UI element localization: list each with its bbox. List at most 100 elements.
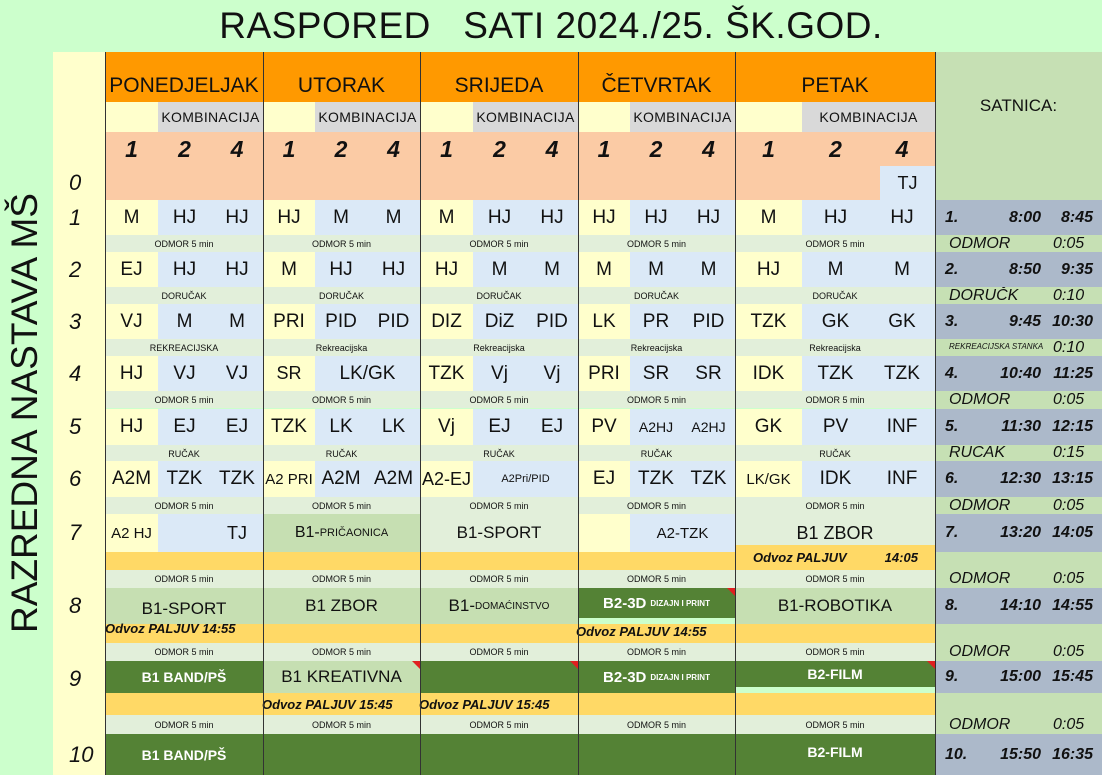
break-row: ODMOR 5 min: [105, 391, 263, 408]
lesson-cell: M: [735, 200, 802, 235]
label-small: DIZAJN I PRINT: [650, 672, 710, 682]
kombinacija-label: KOMBINACIJA: [802, 102, 935, 132]
satnica-duration: 0:05: [1053, 643, 1085, 660]
group-number: 1: [282, 135, 296, 162]
lesson-cell: A2HJ: [630, 409, 682, 445]
break-row: ODMOR 5 min: [105, 235, 263, 252]
lesson-cell: EJ: [526, 409, 578, 445]
satnica-end: 14:05: [1052, 524, 1093, 541]
break-row: Rekreacijska: [578, 339, 735, 356]
satnica-number: 2.: [945, 260, 959, 278]
break-row: RUČAK: [263, 445, 420, 462]
lesson-cell: HJ: [158, 252, 211, 287]
row-0-background: [105, 166, 263, 200]
lesson-cell: HJ: [578, 200, 630, 235]
satnica-number: 8.: [945, 597, 959, 614]
comment-flag: [927, 661, 935, 669]
lesson-cell-b1-pricaonica: B1- PRIČAONICA: [263, 514, 420, 552]
break-row: ODMOR 5 min: [578, 497, 735, 514]
satnica-end: 16:35: [1052, 745, 1093, 763]
cell-background: [263, 734, 420, 775]
lesson-cell: PV: [578, 409, 630, 445]
group-number: 4: [702, 135, 715, 162]
transport-row: [578, 552, 735, 570]
lesson-cell: HJ: [211, 252, 263, 287]
satnica-number: 4.: [945, 364, 959, 382]
satnica-number: 6.: [945, 470, 959, 487]
comment-flag: [727, 588, 735, 596]
lesson-cell: B1 BAND/PŠ: [105, 734, 263, 775]
group-number-row: [420, 132, 578, 166]
satnica-duration: 0:05: [1053, 235, 1085, 252]
lesson-cell: M: [473, 252, 526, 287]
lesson-cell: TZK: [682, 461, 735, 497]
lesson-cell: HJ: [263, 200, 315, 235]
transport-row: [105, 552, 263, 570]
lesson-cell: INF: [869, 461, 935, 497]
lesson-cell: HJ: [869, 200, 935, 235]
column-divider: [420, 52, 421, 775]
lesson-cell: M: [420, 200, 473, 235]
row-number: 10: [69, 741, 94, 767]
cell-background: [578, 734, 735, 775]
lesson-cell: TZK: [630, 461, 682, 497]
column-divider: [735, 52, 736, 775]
lesson-cell: M: [263, 252, 315, 287]
lesson-cell: A2 HJ: [105, 514, 158, 552]
label: B2-3D: [603, 668, 647, 686]
transport-time: 14:05: [884, 550, 918, 565]
lesson-tj-row0: TJ: [880, 166, 935, 200]
transport-row: [735, 693, 935, 715]
group-number: 2: [493, 135, 506, 162]
satnica-break-row: ODMOR 0:05: [935, 235, 1102, 252]
lesson-cell: Vj: [473, 356, 526, 391]
lesson-cell: HJ: [735, 252, 802, 287]
lesson-cell: M: [315, 200, 367, 235]
group-number: 1: [125, 135, 138, 162]
transport-row: [578, 693, 735, 715]
group-number: 1: [440, 135, 453, 162]
lesson-cell: PID: [526, 304, 578, 339]
kombinacija-spacer: [578, 102, 630, 132]
satnica-number: 7.: [945, 524, 959, 541]
row-number-column: [53, 52, 105, 775]
lesson-cell: EJ: [578, 461, 630, 497]
lesson-cell: INF: [869, 409, 935, 445]
label: B1-: [294, 524, 320, 541]
satnica-spacer: [935, 624, 1102, 643]
lesson-cell: EJ: [105, 252, 158, 287]
satnica-end: 13:15: [1052, 470, 1093, 487]
lesson-cell: EJ: [158, 409, 211, 445]
kombinacija-spacer: [105, 102, 158, 132]
satnica-number: 10.: [945, 745, 968, 763]
break-row: DORUČAK: [735, 287, 935, 304]
break-row: Rekreacijska: [735, 339, 935, 356]
lesson-cell: LK: [578, 304, 630, 339]
lesson-cell: B1 ZBOR: [263, 588, 420, 624]
lesson-cell: LK/GK: [735, 461, 802, 497]
row-number: 4: [69, 361, 82, 386]
satnica-end: 9:35: [1060, 260, 1093, 278]
satnica-lesson-row: 1. 8:00 8:45: [935, 200, 1102, 235]
satnica-break-row: ODMOR 0:05: [935, 570, 1102, 588]
satnica-start: 12:30: [1000, 470, 1041, 487]
group-number: 2: [334, 135, 348, 162]
lesson-cell: TZK: [735, 304, 802, 339]
break-row: ODMOR 5 min: [735, 715, 935, 734]
lesson-cell: A2M: [105, 461, 158, 497]
break-row: ODMOR 5 min: [263, 391, 420, 408]
lesson-cell: PV: [802, 409, 869, 445]
satnica-break-row: RUČAK 0:15: [935, 445, 1102, 461]
satnica-start: 15:00: [1000, 668, 1041, 685]
satnica-start: 15:50: [1000, 745, 1041, 763]
lesson-cell: A2-EJ: [420, 461, 473, 497]
row-number: 0: [69, 170, 82, 195]
satnica-duration: 0:10: [1053, 339, 1085, 356]
lesson-cell: SR: [630, 356, 682, 391]
satnica-break-label: REKREACIJSKA STANKA: [949, 341, 1044, 351]
transport-row: [420, 693, 578, 715]
transport-label: Odvoz PALJUV: [753, 550, 847, 565]
satnica-break-row: ODMOR 0:05: [935, 643, 1102, 661]
group-number: 4: [895, 135, 909, 162]
break-row: DORUČAK: [578, 287, 735, 304]
